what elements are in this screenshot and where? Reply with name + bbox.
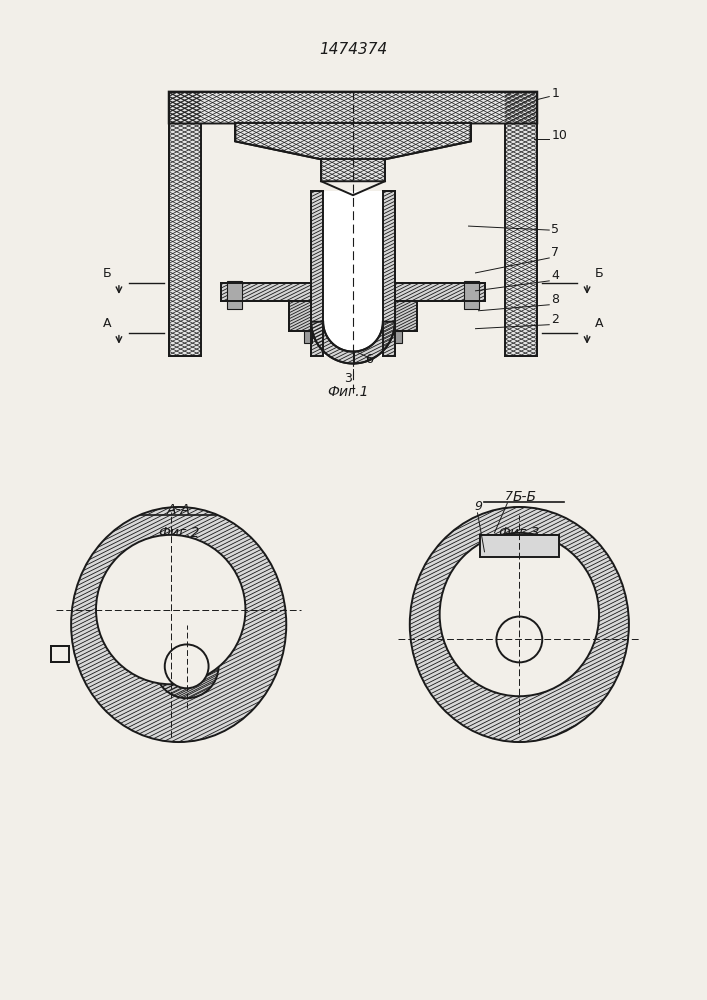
Ellipse shape (155, 634, 218, 698)
Text: 6: 6 (365, 353, 373, 366)
Ellipse shape (486, 606, 553, 673)
Polygon shape (354, 322, 395, 364)
Ellipse shape (440, 533, 599, 696)
Bar (394, 331, 402, 343)
Polygon shape (311, 191, 323, 356)
Text: 2: 2 (551, 313, 559, 326)
Polygon shape (395, 301, 416, 331)
Text: 7: 7 (551, 246, 559, 259)
Ellipse shape (71, 507, 286, 742)
Bar (228, 281, 243, 309)
Polygon shape (169, 92, 201, 356)
Polygon shape (479, 535, 559, 557)
Text: 4: 4 (551, 269, 559, 282)
Bar (51, 646, 69, 662)
Text: 7: 7 (504, 490, 513, 503)
Text: Фиг.1: Фиг.1 (327, 385, 369, 399)
Text: Б: Б (103, 267, 111, 280)
Ellipse shape (496, 617, 542, 662)
Polygon shape (383, 191, 395, 356)
Bar (304, 331, 312, 343)
Bar (464, 281, 479, 309)
Text: Б-Б: Б-Б (513, 490, 537, 504)
Text: 3: 3 (344, 372, 352, 385)
Text: А: А (103, 317, 111, 330)
Text: Фиг.2: Фиг.2 (158, 526, 199, 540)
Text: 10: 10 (551, 129, 567, 142)
Polygon shape (169, 92, 537, 181)
Text: А: А (595, 317, 603, 330)
Ellipse shape (165, 644, 209, 688)
Text: 5: 5 (551, 223, 559, 236)
Polygon shape (289, 301, 311, 331)
Polygon shape (221, 283, 311, 301)
Bar (323, 191, 383, 356)
Polygon shape (311, 322, 354, 364)
Text: Б: Б (595, 267, 603, 280)
Ellipse shape (410, 507, 629, 742)
Bar (479, 535, 559, 557)
Polygon shape (395, 283, 486, 301)
Ellipse shape (96, 535, 245, 684)
Text: Фиг.3: Фиг.3 (498, 526, 540, 540)
Text: 1474374: 1474374 (319, 42, 387, 57)
Text: 1: 1 (551, 87, 559, 100)
Polygon shape (506, 92, 537, 356)
Text: 8: 8 (551, 293, 559, 306)
Text: 9: 9 (474, 500, 482, 513)
Text: А-А: А-А (167, 503, 191, 517)
